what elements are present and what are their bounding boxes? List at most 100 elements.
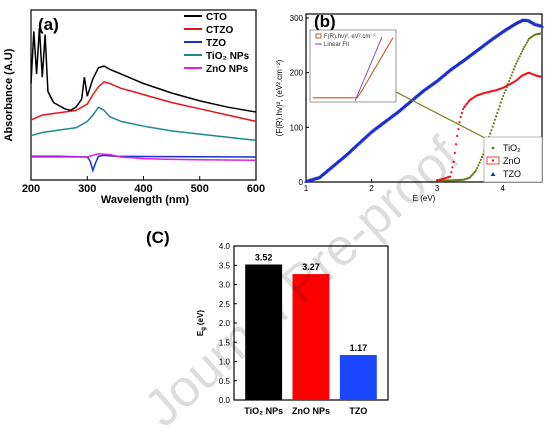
panel-a-legend-label: TZO bbox=[206, 38, 226, 49]
inset-pointer-line bbox=[395, 91, 486, 139]
panel-c-ytick-label: 1.0 bbox=[219, 358, 231, 367]
panel-b-axes-frame bbox=[305, 13, 543, 183]
panel-b-xtick-label: 4 bbox=[500, 184, 505, 193]
panel-b-series-tio--point bbox=[490, 129, 493, 132]
panel-c-ytick-label: 3.5 bbox=[219, 261, 231, 270]
panel-b-series-tio--point bbox=[479, 158, 482, 161]
panel-b-series-zno-point bbox=[450, 171, 453, 174]
panel-b-series-tio--point bbox=[517, 57, 520, 60]
panel-c-ytick-label: 3.0 bbox=[219, 281, 231, 290]
panel-b-series-tio--point bbox=[511, 71, 514, 74]
panel-b-series-tio--point bbox=[510, 74, 513, 77]
panel-b-xtick-label: 3 bbox=[435, 184, 440, 193]
panel-b-series-zno-point bbox=[454, 143, 458, 146]
panel-c-bar bbox=[292, 274, 330, 400]
panel-a-xtick-label: 300 bbox=[78, 183, 96, 195]
panel-b-series-tio--point bbox=[497, 108, 500, 111]
inset-data-curve bbox=[313, 37, 394, 99]
panel-b-series-tzo-point bbox=[540, 24, 544, 28]
panel-a-legend-label: CTO bbox=[206, 12, 227, 23]
panel-b-series-tio--point bbox=[518, 55, 521, 58]
inset-legend-fit: Linear Fit bbox=[324, 42, 349, 48]
panel-b-series-tio--point bbox=[521, 50, 524, 53]
panel-a-xlabel: Wavelength (nm) bbox=[101, 194, 190, 206]
panel-b-series-tio--point bbox=[478, 161, 481, 164]
panel-b-series-zno-point bbox=[449, 175, 452, 178]
panel-b-legend-marker bbox=[491, 146, 495, 150]
panel-b-series-tio--point bbox=[515, 62, 518, 65]
panel-b-ytick-label: 300 bbox=[290, 14, 304, 23]
panel-c-bar bbox=[245, 264, 283, 400]
panel-b-series-tio--point bbox=[512, 68, 515, 71]
inset-linear-fit bbox=[354, 36, 383, 102]
panel-b-series-tio--point bbox=[508, 80, 511, 83]
panel-c-ytick-label: 1.5 bbox=[219, 338, 231, 347]
panel-b-series-tio--point bbox=[504, 89, 507, 92]
panel-b-series-tio--point bbox=[522, 48, 525, 51]
panel-b-series-tio--point bbox=[477, 164, 480, 167]
panel-c-bar bbox=[339, 355, 377, 400]
panel-a-xtick-label: 600 bbox=[247, 183, 265, 195]
panel-a-series-tio-nps bbox=[30, 106, 257, 142]
panel-b-series-zno-point bbox=[465, 103, 468, 106]
panel-b-series-tio--point bbox=[476, 167, 479, 170]
panel-a: (a) Wavelength (nm) Absorbance (A.U) 200… bbox=[3, 9, 265, 206]
panel-b-series-tio--point bbox=[519, 52, 523, 55]
panel-b-series-tio--point bbox=[495, 115, 498, 118]
inset-legend-swatch-data bbox=[315, 33, 322, 39]
panel-b-series-tio--point bbox=[516, 60, 519, 63]
panel-c-label: (C) bbox=[146, 228, 170, 247]
panel-c-ytick-label: 2.5 bbox=[219, 300, 231, 309]
panel-b-series-tio--point bbox=[475, 169, 478, 172]
panel-b-series-zno-point bbox=[459, 115, 462, 118]
panel-b-series-tio--point bbox=[502, 94, 505, 98]
panel-c-category-label: ZnO NPs bbox=[292, 406, 330, 416]
panel-b-ytick-label: 100 bbox=[290, 123, 304, 132]
panel-b-series-tio--point bbox=[493, 118, 496, 121]
panel-b-legend-label: TZO bbox=[503, 169, 521, 179]
panel-c-category-label: TiO₂ NPs bbox=[244, 406, 283, 416]
panel-b: (b) E (eV) (F(R).hv)², (eV².cm⁻²) 1 2 3 4 0 1… bbox=[275, 12, 544, 203]
panel-c-ytick-label: 0.0 bbox=[219, 396, 231, 405]
panel-b-inset: F(R).hν)², eV².cm⁻² Linear Fit bbox=[309, 29, 397, 103]
panel-c: (C) Eg (eV) 0.0 0.5 1.0 1.5 2.0 2.5 3.0 3.5 4.0 3… bbox=[146, 228, 389, 416]
panel-c-category-label: TZO bbox=[349, 406, 367, 416]
panel-b-series-zno-point bbox=[466, 101, 469, 104]
panel-b-series-zno-point bbox=[451, 166, 454, 169]
panel-b-series-tio--point bbox=[489, 132, 492, 135]
panel-b-series-tio- bbox=[436, 32, 543, 182]
panel-a-xtick-label: 500 bbox=[191, 183, 209, 195]
panel-b-series-tio--point bbox=[480, 156, 484, 159]
panel-c-ylabel-symbol: E bbox=[196, 330, 205, 336]
panel-b-series-zno-point bbox=[453, 151, 456, 155]
panel-b-series-tio--point bbox=[500, 98, 504, 101]
panel-a-xtick-label: 200 bbox=[22, 183, 40, 195]
panel-b-series-zno-point bbox=[456, 134, 459, 138]
panel-b-series-zno-point bbox=[462, 108, 465, 111]
panel-b-series-tio--point bbox=[509, 77, 512, 80]
panel-b-legend-box bbox=[486, 156, 500, 165]
panel-b-series-tio--point bbox=[539, 32, 543, 35]
panel-b-label: (b) bbox=[314, 12, 336, 31]
panel-c-ytick-label: 2.0 bbox=[219, 319, 231, 328]
panel-b-series-tio--point bbox=[496, 111, 499, 115]
panel-b-series-tio--point bbox=[482, 153, 485, 156]
panel-b-series-tio--point bbox=[526, 39, 530, 42]
panel-b-series-zno-point bbox=[457, 128, 460, 131]
panel-a-series-zno-nps bbox=[31, 153, 257, 161]
panel-a-label: (a) bbox=[38, 15, 59, 34]
panel-a-legend-label: ZnO NPs bbox=[206, 64, 249, 75]
panel-b-series-tzo bbox=[304, 18, 544, 183]
panel-b-xlabel: E (eV) bbox=[413, 194, 436, 203]
panel-a-series-ctzo bbox=[30, 81, 257, 123]
panel-c-bar-value-label: 1.17 bbox=[350, 343, 368, 353]
panel-b-xtick-label: 2 bbox=[369, 184, 374, 193]
panel-b-legend-label: ZnO bbox=[503, 156, 521, 166]
panel-b-series-tio--point bbox=[503, 91, 506, 95]
panel-c-bar-value-label: 3.52 bbox=[255, 252, 273, 262]
panel-c-ylabel: Eg (eV) bbox=[196, 310, 207, 336]
panel-b-series-zno-point bbox=[452, 160, 455, 163]
panel-b-legend-marker bbox=[490, 172, 496, 176]
panel-a-series-cto bbox=[30, 28, 257, 113]
